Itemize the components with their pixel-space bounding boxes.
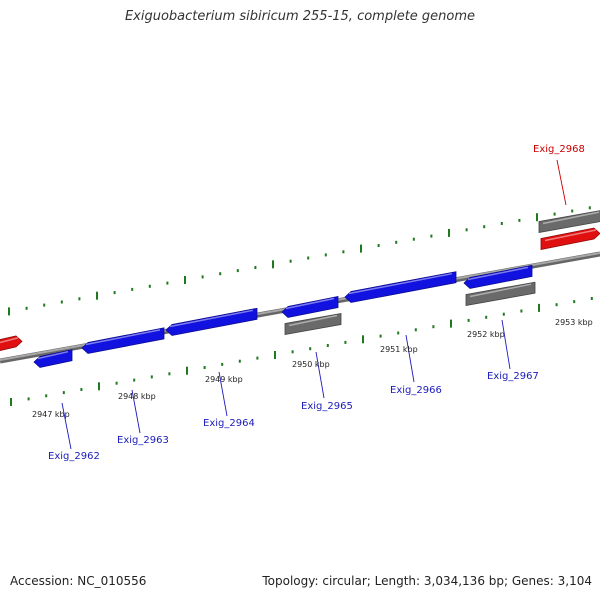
- gene-leader-line: [61, 402, 72, 450]
- map-title: Exiguobacterium sibiricum 255-15, comple…: [124, 9, 476, 24]
- gene-block-exig-2963: [81, 327, 165, 354]
- tick-label: 2953 kbp: [555, 318, 593, 327]
- gene-block-exig-2962: [33, 349, 73, 368]
- gene-block-exig-2965: [284, 313, 342, 335]
- gene-label: Exig_2963: [117, 435, 169, 446]
- gene-leader-line: [556, 159, 567, 206]
- tick-label: 2947 kbp: [32, 410, 70, 419]
- inner-tick-track: [10, 297, 593, 406]
- gene-leader-line: [315, 351, 325, 399]
- gene-block-exig-2968: [540, 227, 600, 250]
- gene-label: Exig_2962: [48, 451, 100, 462]
- gene-label: Exig_2966: [390, 385, 442, 396]
- tick-label: 2950 kbp: [292, 360, 330, 369]
- gene-block-red-left: [0, 335, 23, 351]
- gene-block-exig-2968-pseudo: [538, 210, 600, 233]
- gene-label: Exig_2965: [301, 401, 353, 412]
- gene-label: Exig_2968: [533, 144, 585, 155]
- gene-block-exig-2967: [465, 281, 536, 306]
- gene-leader-line: [131, 389, 141, 434]
- gene-block-exig-2966: [344, 271, 457, 303]
- accession-text: Accession: NC_010556: [10, 574, 147, 588]
- tick-label: 2948 kbp: [118, 392, 156, 401]
- tick-label: 2952 kbp: [467, 330, 505, 339]
- gene-block-exig-2965-fwd: [281, 296, 339, 318]
- gene-block-exig-2964: [165, 307, 258, 336]
- gene-leader-line: [501, 319, 511, 370]
- gene-label: Exig_2964: [203, 418, 255, 429]
- gene-label: Exig_2967: [487, 371, 539, 382]
- outer-tick-track: [8, 206, 591, 316]
- gene-leader-line: [405, 334, 415, 383]
- gene-block-exig-2967-fwd: [463, 264, 533, 289]
- genome-stats-text: Topology: circular; Length: 3,034,136 bp…: [262, 574, 592, 588]
- tick-label: 2949 kbp: [205, 375, 243, 384]
- gene-leader-line: [218, 371, 228, 417]
- tick-label: 2951 kbp: [380, 345, 418, 354]
